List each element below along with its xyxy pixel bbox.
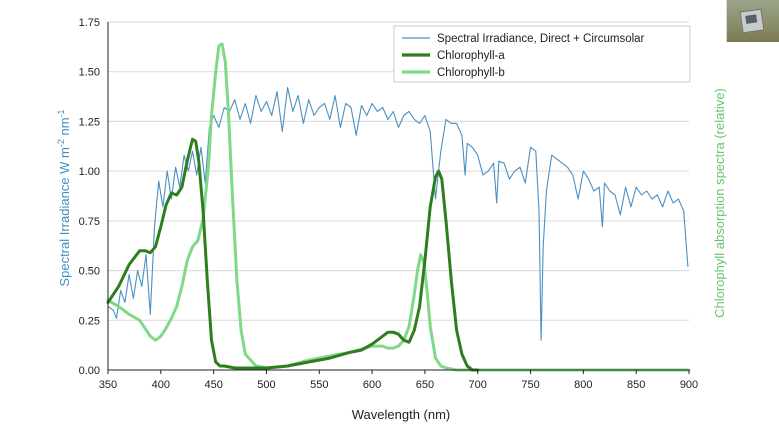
y-axis-title: Spectral Irradiance W m-2 nm-1 bbox=[56, 109, 72, 286]
legend-box bbox=[393, 25, 691, 83]
x-tick-label: 350 bbox=[99, 379, 117, 391]
y-tick-label: 1.50 bbox=[79, 67, 100, 79]
x-tick-labels: 350 400 450 500 550 600 650 700 750 800 850 900 bbox=[99, 379, 698, 391]
series-layer bbox=[106, 42, 691, 372]
x-tick-label: 550 bbox=[310, 379, 328, 391]
y-tick-label: 0.25 bbox=[79, 315, 100, 327]
x-tick-label: 850 bbox=[627, 379, 645, 391]
y-tick-label: 1.25 bbox=[79, 116, 100, 128]
series-line-irradiance bbox=[107, 87, 689, 341]
y2-axis-title: Chlorophyll absorption spectra (relative… bbox=[712, 88, 727, 318]
y-tick-labels: 0.00 0.25 0.50 0.75 1.00 1.25 1.50 1.75 bbox=[79, 17, 100, 377]
x-tick-label: 900 bbox=[680, 379, 698, 391]
axes bbox=[107, 22, 690, 374]
thumbnail-photo bbox=[726, 0, 779, 42]
x-tick-label: 600 bbox=[363, 379, 381, 391]
x-tick-label: 500 bbox=[257, 379, 275, 391]
legend-label-chlorophyll-a: Chlorophyll-a bbox=[437, 50, 505, 62]
x-axis-title: Wavelength (nm) bbox=[352, 407, 451, 422]
x-tick-label: 650 bbox=[416, 379, 434, 391]
x-tick-label: 450 bbox=[204, 379, 222, 391]
legend-label-irradiance: Spectral Irradiance, Direct + Circumsola… bbox=[437, 33, 645, 45]
x-tick-label: 400 bbox=[152, 379, 170, 391]
legend: Spectral Irradiance, Direct + Circumsola… bbox=[393, 25, 691, 83]
legend-label-chlorophyll-b: Chlorophyll-b bbox=[437, 67, 505, 79]
y-tick-label: 1.75 bbox=[79, 17, 100, 29]
series-line-chlorophyll-a bbox=[106, 137, 480, 372]
y-tick-label: 0.50 bbox=[79, 266, 100, 278]
y-tick-label: 0.75 bbox=[79, 216, 100, 228]
x-tick-label: 750 bbox=[521, 379, 539, 391]
y-tick-label: 1.00 bbox=[79, 166, 100, 178]
y-tick-label: 0.00 bbox=[79, 365, 100, 377]
series-line-chlorophyll-b bbox=[106, 42, 691, 372]
x-tick-label: 700 bbox=[469, 379, 487, 391]
x-tick-label: 800 bbox=[574, 379, 592, 391]
